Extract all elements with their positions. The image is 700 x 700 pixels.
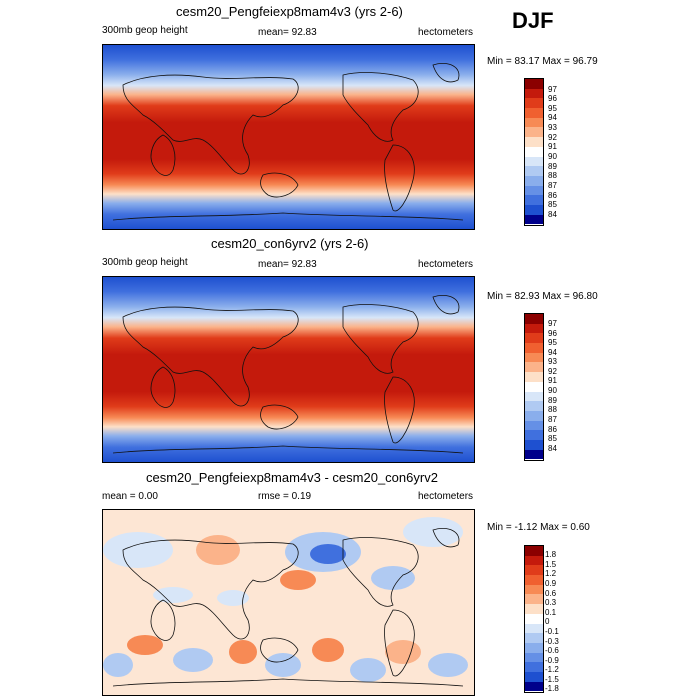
panel2-level-9: 88 [548, 405, 557, 414]
panel3-right-label: hectometers [418, 491, 474, 502]
panel1-level-10: 87 [548, 181, 557, 190]
panel2-level-13: 84 [548, 444, 557, 453]
panel3-colorbar [524, 545, 544, 693]
panel1-coastlines [112, 63, 464, 221]
panel3-level-0: 1.8 [545, 550, 557, 559]
panel2-level-5: 92 [548, 367, 557, 376]
panel1-level-12: 85 [548, 200, 557, 209]
panel3-level-10: -0.6 [545, 646, 559, 655]
panel1-field-svg [103, 45, 474, 229]
panel2-minmax: Min = 82.93 Max = 96.80 [487, 291, 598, 302]
panel3-center-label: rmse = 0.19 [258, 491, 312, 502]
panel3-level-9: -0.3 [545, 637, 559, 646]
panel3-level-8: -0.1 [545, 627, 559, 636]
panel3-level-6: 0.1 [545, 608, 557, 617]
panel1-level-6: 91 [548, 142, 557, 151]
season-label: DJF [512, 8, 554, 33]
panel3-level-11: -0.9 [545, 656, 559, 665]
panel2-level-4: 93 [548, 357, 557, 366]
panel3-coastlines [112, 528, 464, 687]
panel2-map [102, 276, 475, 463]
panel3-level-4: 0.6 [545, 589, 557, 598]
panel2-level-1: 96 [548, 329, 557, 338]
panel1-map [102, 44, 475, 230]
panel2-level-7: 90 [548, 386, 557, 395]
panel1-center-label: mean= 92.83 [258, 27, 317, 38]
panel3-level-13: -1.5 [545, 675, 559, 684]
panel1-level-2: 95 [548, 104, 557, 113]
panel2-title: cesm20_con6yrv2 (yrs 2-6) [211, 236, 369, 251]
panel1-right-label: hectometers [418, 27, 474, 38]
panel2-level-0: 97 [548, 319, 557, 328]
panel2-right-label: hectometers [418, 259, 474, 270]
panel2-level-10: 87 [548, 415, 557, 424]
panel3-level-12: -1.2 [545, 665, 559, 674]
panel1-level-5: 92 [548, 133, 557, 142]
panel3-level-5: 0.3 [545, 598, 557, 607]
panel3-level-1: 1.5 [545, 560, 557, 569]
panel3-field-svg [103, 510, 474, 695]
panel1-level-11: 86 [548, 191, 557, 200]
panel2-level-12: 85 [548, 434, 557, 443]
panel3-level-7: 0 [545, 617, 550, 626]
panel1-title: cesm20_Pengfeiexp8mam4v3 (yrs 2-6) [176, 4, 403, 19]
panel3-level-2: 1.2 [545, 569, 557, 578]
panel1-field [103, 45, 474, 229]
panel3-map [102, 509, 475, 696]
panel1-level-13: 84 [548, 210, 557, 219]
panel2-field-svg [103, 277, 474, 462]
panel1-level-3: 94 [548, 113, 557, 122]
panel1-level-1: 96 [548, 94, 557, 103]
panel2-coastlines [112, 295, 464, 454]
panel1-left-label: 300mb geop height [102, 25, 188, 36]
panel2-level-2: 95 [548, 338, 557, 347]
panel1-colorbar [524, 78, 544, 226]
panel1-level-7: 90 [548, 152, 557, 161]
panel1-level-4: 93 [548, 123, 557, 132]
panel3-level-14: -1.8 [545, 684, 559, 693]
panel2-level-6: 91 [548, 376, 557, 385]
panel3-level-3: 0.9 [545, 579, 557, 588]
panel3-left-label: mean = 0.00 [102, 491, 158, 502]
panel1-level-9: 88 [548, 171, 557, 180]
panel3-minmax: Min = -1.12 Max = 0.60 [487, 522, 590, 533]
panel1-level-8: 89 [548, 162, 557, 171]
panel2-level-3: 94 [548, 348, 557, 357]
panel1-level-0: 97 [548, 85, 557, 94]
panel3-title: cesm20_Pengfeiexp8mam4v3 - cesm20_con6yr… [146, 470, 438, 485]
panel2-level-11: 86 [548, 425, 557, 434]
panel1-minmax: Min = 83.17 Max = 96.79 [487, 56, 598, 67]
panel2-level-8: 89 [548, 396, 557, 405]
panel2-center-label: mean= 92.83 [258, 259, 317, 270]
panel2-colorbar [524, 313, 544, 461]
panel2-field [103, 277, 474, 462]
panel2-left-label: 300mb geop height [102, 257, 188, 268]
